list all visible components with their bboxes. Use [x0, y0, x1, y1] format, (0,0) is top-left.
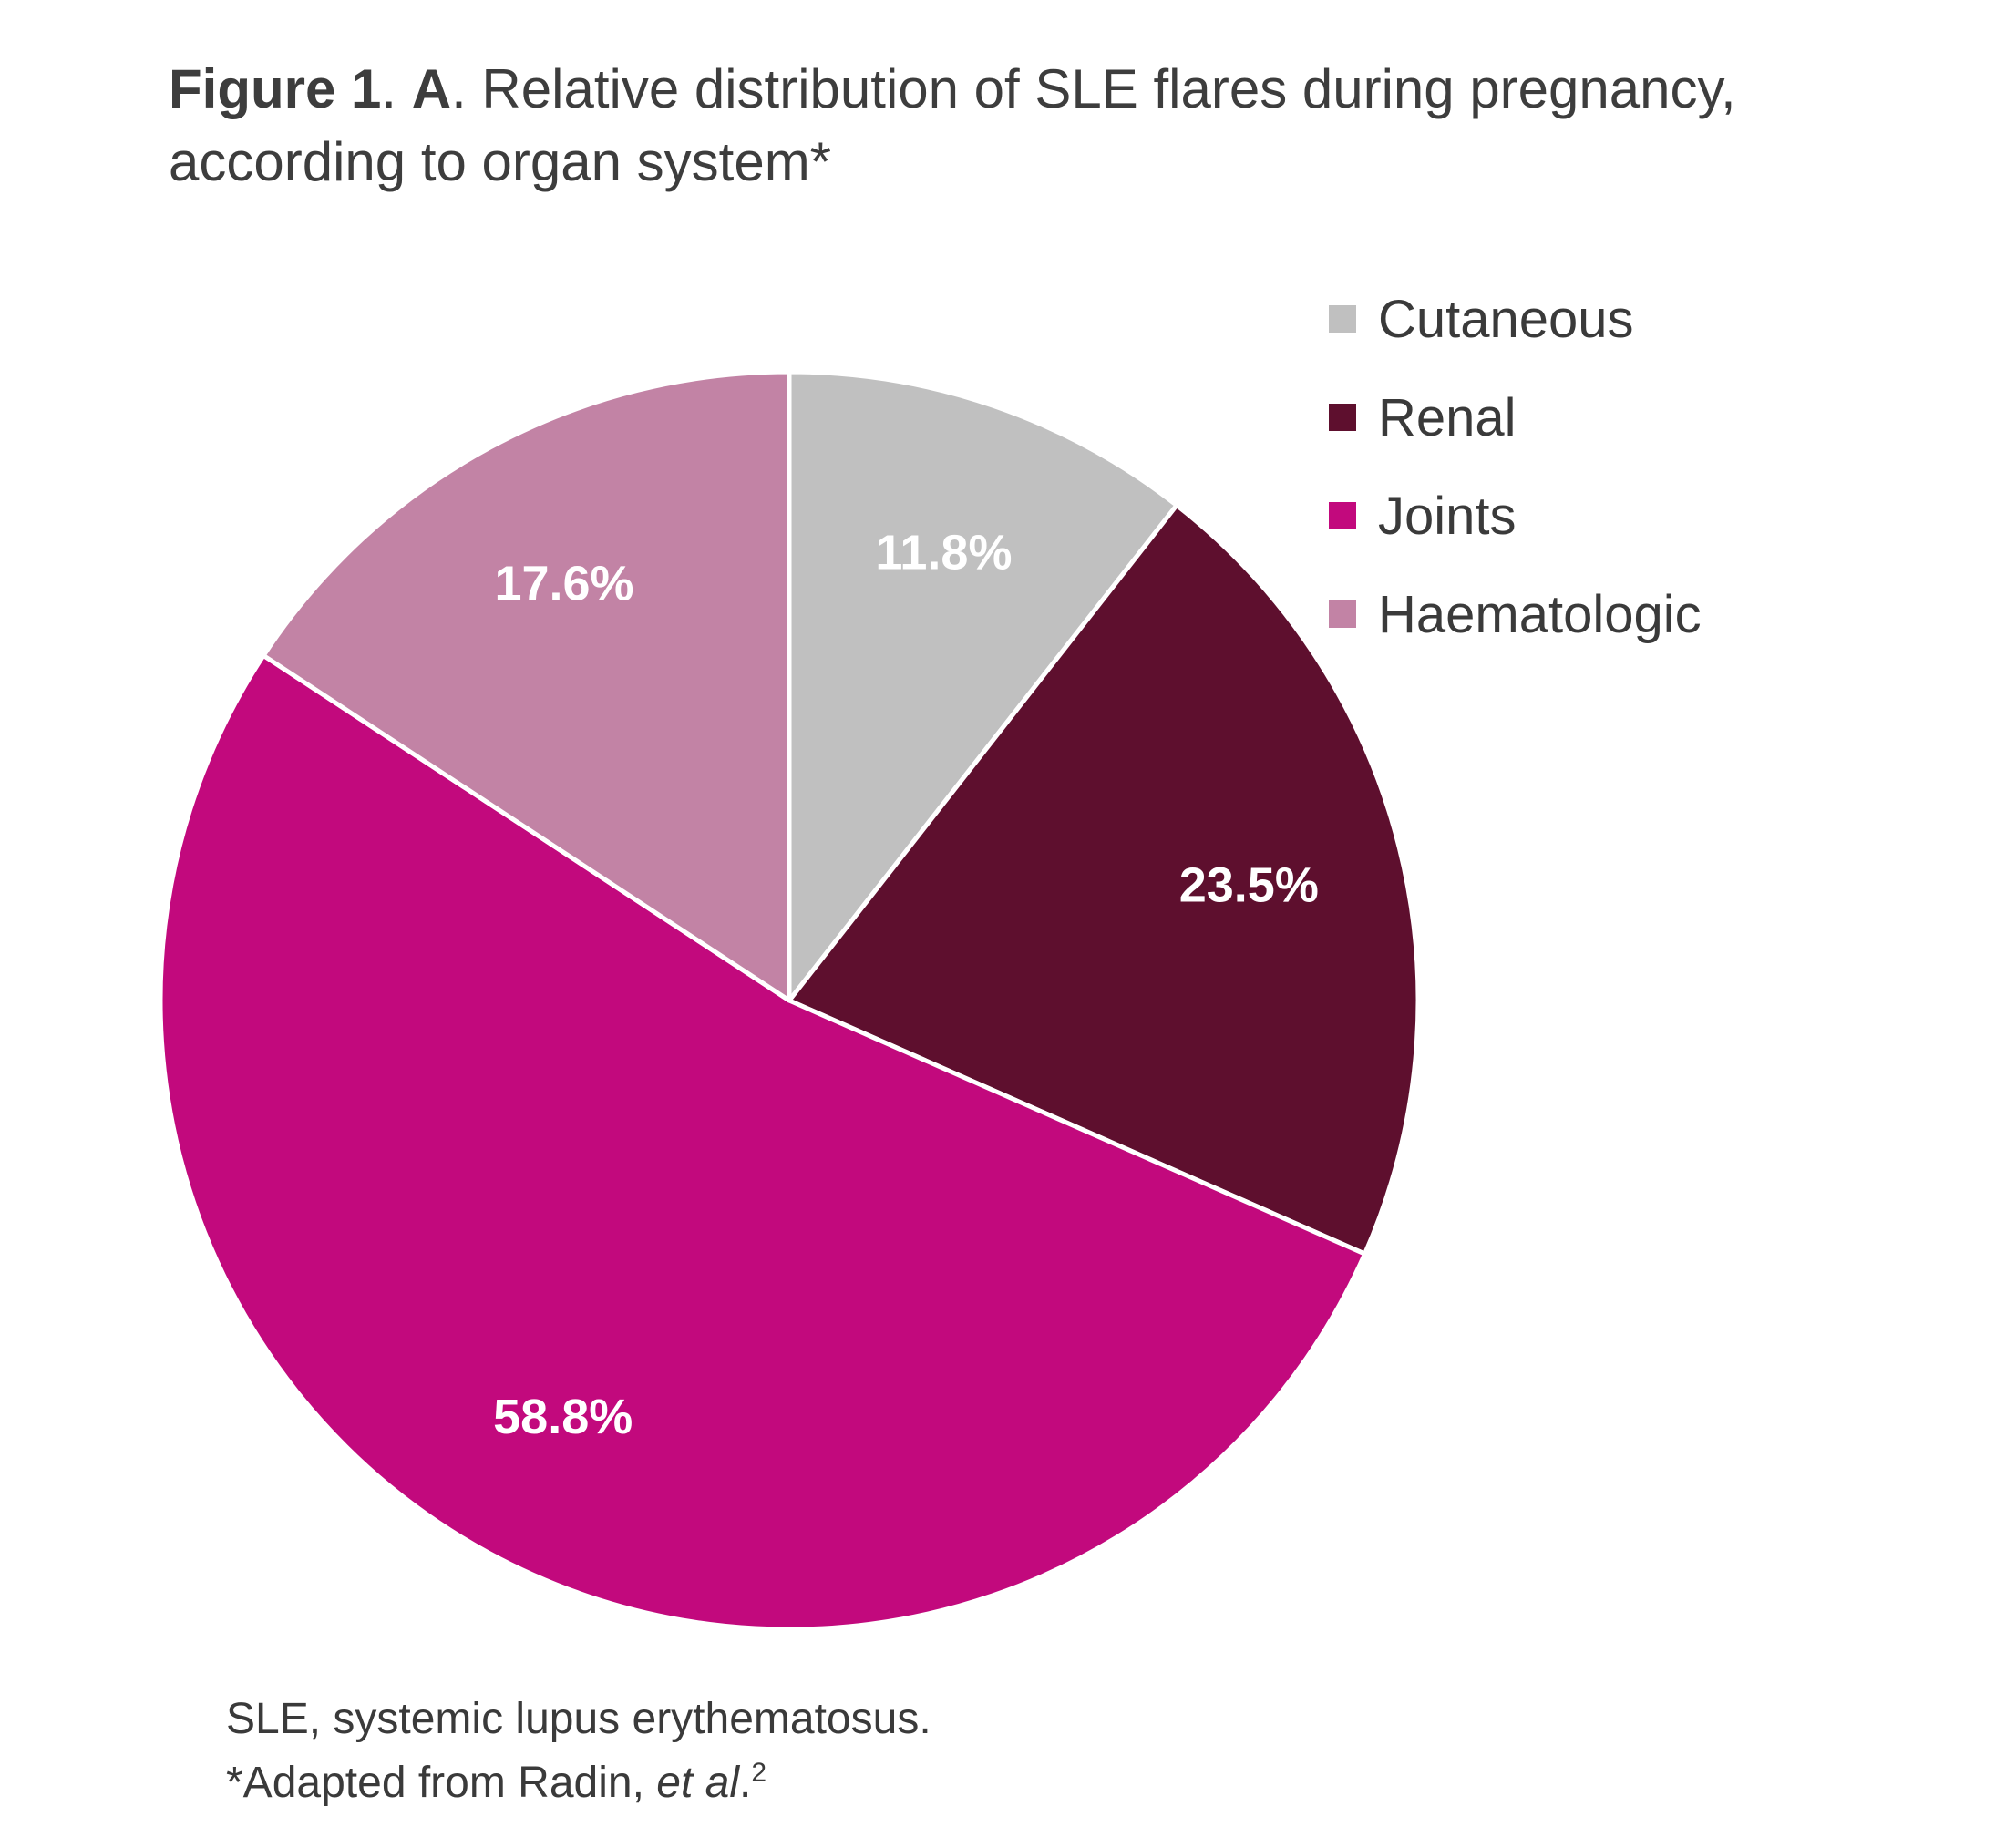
legend-swatch-joints	[1329, 502, 1356, 529]
legend-swatch-renal	[1329, 404, 1356, 431]
legend-label-haematologic: Haematologic	[1378, 584, 1702, 644]
data-label-joints: 58.8%	[493, 1390, 633, 1444]
pie-labels: 11.8% 23.5% 58.8% 17.6%	[493, 525, 1319, 1444]
footnote-period: .	[739, 1759, 752, 1807]
pie-slices	[158, 369, 1421, 1632]
legend-label-joints: Joints	[1378, 486, 1517, 546]
legend: Cutaneous Renal Joints Haematologic	[1329, 270, 1702, 663]
footnote: SLE, systemic lupus erythematosus. *Adap…	[226, 1688, 931, 1815]
panel-label: A	[411, 58, 452, 119]
legend-swatch-cutaneous	[1329, 305, 1356, 333]
title-separator: .	[381, 58, 412, 119]
pie-slice-haematologic	[261, 369, 792, 1003]
footnote-abbreviation: SLE, systemic lupus erythematosus.	[226, 1695, 931, 1743]
legend-label-renal: Renal	[1378, 387, 1517, 447]
legend-item-cutaneous: Cutaneous	[1329, 270, 1702, 368]
pie-slice-cutaneous	[787, 369, 1179, 1003]
legend-label-cutaneous: Cutaneous	[1378, 289, 1634, 349]
data-label-haematologic: 17.6%	[494, 556, 633, 611]
figure-label: Figure 1	[169, 58, 382, 119]
footnote-source: *Adapted from Radin, et al.2	[226, 1751, 931, 1815]
legend-item-renal: Renal	[1329, 368, 1702, 467]
data-label-renal: 23.5%	[1179, 857, 1319, 912]
footnote-reference: 2	[751, 1758, 767, 1788]
legend-swatch-haematologic	[1329, 600, 1356, 628]
legend-item-haematologic: Haematologic	[1329, 565, 1702, 663]
data-label-cutaneous: 11.8%	[875, 525, 1012, 580]
footnote-source-text: *Adapted from Radin,	[226, 1759, 657, 1807]
title-text: . Relative distribution of SLE flares du…	[169, 58, 1736, 192]
pie-slice-renal	[787, 503, 1421, 1257]
footnote-et-al: et al	[656, 1759, 739, 1807]
legend-item-joints: Joints	[1329, 467, 1702, 565]
chart-title: Figure 1. A. Relative distribution of SL…	[169, 53, 1809, 199]
pie-slice-joints	[158, 652, 1367, 1632]
